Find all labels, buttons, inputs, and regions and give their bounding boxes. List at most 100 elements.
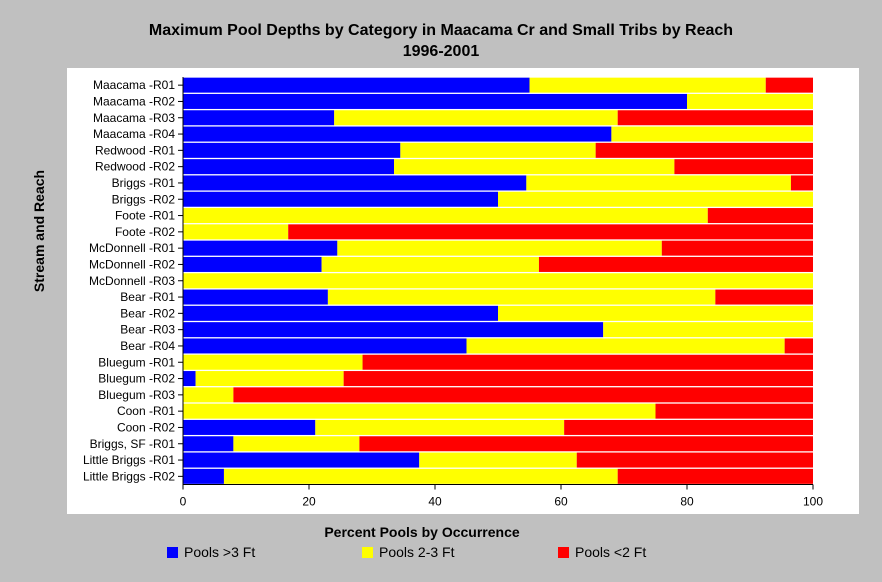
bar-segment-1 [183,110,335,126]
bar-segment-1 [183,191,498,207]
bar-segment-2 [394,159,675,175]
bar-segment-3 [617,468,813,484]
bar-group [183,77,814,484]
bar-segment-1 [183,142,401,158]
bar-segment-3 [790,175,813,191]
y-tick-label: Little Briggs -R02 [83,469,175,483]
bar-segment-2 [529,77,766,93]
y-tick-label: Bear -R01 [120,290,175,304]
bar-segment-2 [334,110,618,126]
chart-title-block: Maximum Pool Depths by Category in Maaca… [0,20,882,62]
bar-segment-1 [183,338,467,354]
y-tick-labels: Maacama -R01 Maacama -R02 Maacama -R03 Maac… [83,78,183,483]
bar-segment-3 [538,256,813,272]
y-tick-label: Redwood -R01 [95,143,175,157]
y-tick-label: Maacama -R01 [93,78,175,92]
bar-segment-1 [183,289,328,305]
bar-segment-2 [183,273,813,289]
bar-segment-2 [183,354,363,370]
legend-label-1: Pools >3 Ft [184,544,255,560]
bar-segment-1 [183,371,196,387]
y-tick-label: Maacama -R04 [93,127,175,141]
bar-segment-3 [661,240,813,256]
bar-segment-3 [707,208,813,224]
y-tick-label: Maacama -R02 [93,94,175,108]
x-axis: 0 20 40 60 80 100 [180,77,823,509]
y-axis-label: Stream and Reach [31,170,47,292]
legend-label-2: Pools 2-3 Ft [379,544,455,560]
bar-segment-2 [400,142,596,158]
x-tick-label: 60 [554,495,568,509]
bar-segment-3 [655,403,813,419]
bar-segment-2 [195,371,344,387]
bar-segment-2 [223,468,618,484]
y-tick-label: Bear -R03 [120,323,175,337]
bar-segment-3 [674,159,813,175]
bar-segment-1 [183,159,395,175]
x-tick-label: 20 [302,495,316,509]
bar-segment-3 [362,354,813,370]
bar-segment-1 [183,436,234,452]
y-tick-label: Bluegum -R01 [98,355,175,369]
bar-segment-2 [183,208,708,224]
bar-segment-2 [466,338,785,354]
bar-segment-3 [233,387,813,403]
bar-segment-2 [603,322,813,338]
bar-segment-1 [183,419,316,435]
bar-segment-3 [784,338,813,354]
bar-segment-2 [498,191,813,207]
bar-segment-3 [576,452,813,468]
legend-swatch-2 [362,547,373,558]
bar-segment-1 [183,256,322,272]
y-tick-label: Briggs -R01 [112,176,176,190]
bar-segment-1 [183,468,224,484]
y-tick-label: Briggs, SF -R01 [90,437,176,451]
bar-segment-1 [183,240,338,256]
bar-segment-1 [183,305,498,321]
bar-segment-2 [315,419,565,435]
legend-label-3: Pools <2 Ft [575,544,646,560]
y-tick-label: Redwood -R02 [95,160,175,174]
x-tick-label: 100 [803,495,823,509]
y-tick-label: McDonnell -R03 [89,274,175,288]
x-axis-label: Percent Pools by Occurrence [324,524,520,540]
x-tick-label: 80 [680,495,694,509]
bar-segment-2 [183,224,289,240]
y-tick-label: Little Briggs -R01 [83,453,175,467]
bar-segment-3 [288,224,814,240]
legend-swatch-1 [167,547,178,558]
bar-segment-1 [183,93,687,109]
bar-segment-3 [359,436,813,452]
bar-segment-3 [564,419,813,435]
y-tick-label: Bear -R02 [120,306,175,320]
bar-segment-1 [183,322,604,338]
y-tick-label: Foote -R02 [115,225,175,239]
bar-segment-1 [183,452,420,468]
bar-segment-3 [617,110,813,126]
y-tick-label: Bluegum -R02 [98,372,175,386]
bar-segment-2 [321,256,539,272]
bar-segment-2 [337,240,662,256]
y-tick-label: Foote -R01 [115,209,175,223]
bar-segment-2 [419,452,577,468]
bar-segment-2 [526,175,791,191]
bar-segment-3 [765,77,813,93]
bar-segment-2 [498,305,813,321]
bar-segment-1 [183,77,530,93]
bar-segment-3 [595,142,813,158]
bar-segment-2 [327,289,716,305]
y-tick-label: Bear -R04 [120,339,175,353]
bar-segment-2 [183,403,656,419]
legend: Pools >3 Ft Pools 2-3 Ft Pools <2 Ft [167,544,646,560]
bar-segment-1 [183,175,527,191]
y-tick-label: Bluegum -R03 [98,388,175,402]
chart-title: Maximum Pool Depths by Category in Maaca… [148,22,734,39]
x-tick-label: 0 [180,495,187,509]
y-tick-label: Briggs -R02 [112,192,176,206]
y-tick-label: Coon -R02 [117,420,175,434]
legend-swatch-3 [558,547,569,558]
y-tick-label: Coon -R01 [117,404,175,418]
bar-segment-1 [183,126,612,142]
y-tick-label: Maacama -R03 [93,111,175,125]
